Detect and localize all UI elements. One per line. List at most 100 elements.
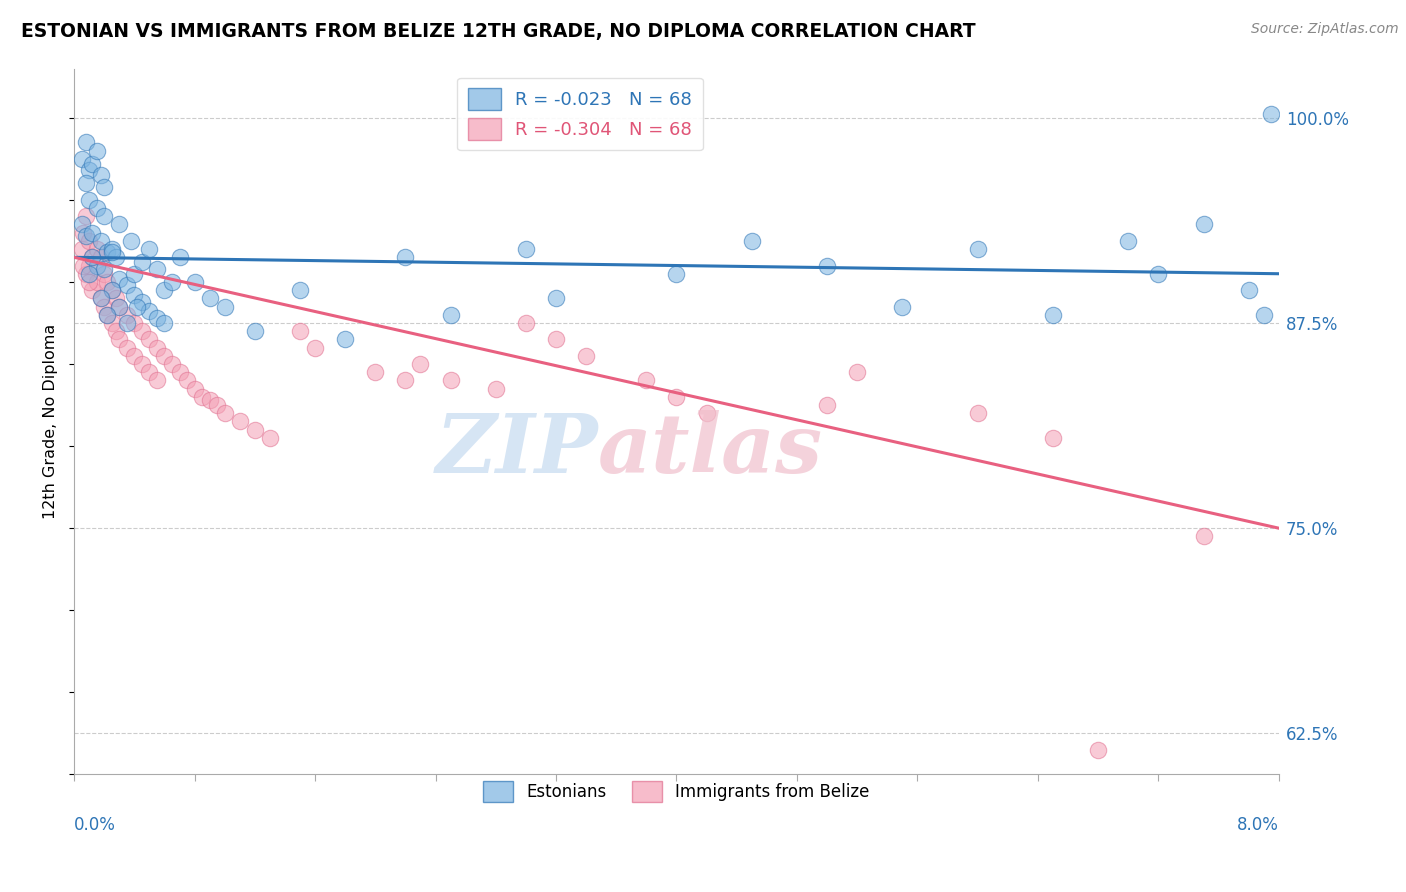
- Point: [966, 242, 988, 256]
- Point: [696, 808, 718, 822]
- Point: [160, 357, 183, 371]
- Point: [77, 259, 100, 273]
- Point: [288, 283, 311, 297]
- Point: [138, 242, 160, 256]
- Point: [138, 333, 160, 347]
- Point: [108, 333, 131, 347]
- Point: [214, 406, 236, 420]
- Point: [364, 365, 387, 379]
- Point: [198, 393, 221, 408]
- Point: [77, 275, 100, 289]
- Point: [75, 267, 97, 281]
- Point: [72, 259, 94, 273]
- Point: [439, 374, 461, 388]
- Point: [333, 333, 356, 347]
- Text: atlas: atlas: [598, 409, 824, 490]
- Point: [146, 374, 169, 388]
- Point: [176, 374, 198, 388]
- Point: [90, 250, 112, 264]
- Point: [90, 234, 112, 248]
- Point: [96, 308, 118, 322]
- Point: [77, 163, 100, 178]
- Point: [70, 242, 93, 256]
- Point: [229, 415, 252, 429]
- Point: [108, 218, 131, 232]
- Point: [146, 311, 169, 326]
- Point: [815, 259, 838, 273]
- Point: [93, 261, 115, 276]
- Point: [544, 291, 567, 305]
- Point: [183, 275, 205, 289]
- Y-axis label: 12th Grade, No Diploma: 12th Grade, No Diploma: [44, 324, 58, 519]
- Point: [131, 294, 153, 309]
- Point: [815, 398, 838, 412]
- Point: [72, 226, 94, 240]
- Point: [93, 267, 115, 281]
- Point: [86, 275, 108, 289]
- Point: [1042, 308, 1064, 322]
- Point: [1260, 107, 1282, 121]
- Point: [82, 226, 104, 240]
- Point: [124, 349, 146, 363]
- Point: [891, 300, 914, 314]
- Point: [1116, 234, 1139, 248]
- Point: [1192, 529, 1215, 543]
- Point: [93, 209, 115, 223]
- Point: [394, 374, 416, 388]
- Point: [544, 333, 567, 347]
- Point: [243, 324, 266, 338]
- Point: [696, 406, 718, 420]
- Point: [96, 308, 118, 322]
- Text: Source: ZipAtlas.com: Source: ZipAtlas.com: [1251, 22, 1399, 37]
- Point: [153, 283, 176, 297]
- Point: [77, 234, 100, 248]
- Point: [153, 316, 176, 330]
- Point: [96, 245, 118, 260]
- Point: [86, 201, 108, 215]
- Point: [124, 316, 146, 330]
- Point: [96, 275, 118, 289]
- Point: [100, 245, 122, 260]
- Point: [115, 316, 138, 330]
- Point: [191, 390, 214, 404]
- Point: [741, 234, 763, 248]
- Point: [665, 267, 688, 281]
- Point: [90, 291, 112, 305]
- Point: [93, 300, 115, 314]
- Point: [160, 275, 183, 289]
- Point: [82, 157, 104, 171]
- Point: [82, 283, 104, 297]
- Point: [115, 308, 138, 322]
- Point: [86, 259, 108, 273]
- Point: [138, 304, 160, 318]
- Point: [100, 283, 122, 297]
- Point: [82, 250, 104, 264]
- Point: [86, 144, 108, 158]
- Point: [243, 423, 266, 437]
- Point: [82, 250, 104, 264]
- Point: [115, 341, 138, 355]
- Point: [205, 398, 228, 412]
- Point: [105, 250, 128, 264]
- Point: [77, 267, 100, 281]
- Text: 0.0%: 0.0%: [75, 815, 115, 833]
- Point: [1042, 431, 1064, 445]
- Point: [198, 291, 221, 305]
- Point: [169, 250, 191, 264]
- Point: [75, 136, 97, 150]
- Point: [575, 349, 598, 363]
- Point: [70, 218, 93, 232]
- Point: [636, 374, 658, 388]
- Text: 8.0%: 8.0%: [1237, 815, 1279, 833]
- Point: [115, 278, 138, 293]
- Point: [1253, 308, 1275, 322]
- Point: [108, 271, 131, 285]
- Point: [966, 406, 988, 420]
- Point: [1237, 283, 1260, 297]
- Point: [131, 324, 153, 338]
- Point: [138, 365, 160, 379]
- Point: [1087, 743, 1109, 757]
- Point: [93, 179, 115, 194]
- Point: [75, 229, 97, 244]
- Point: [304, 341, 326, 355]
